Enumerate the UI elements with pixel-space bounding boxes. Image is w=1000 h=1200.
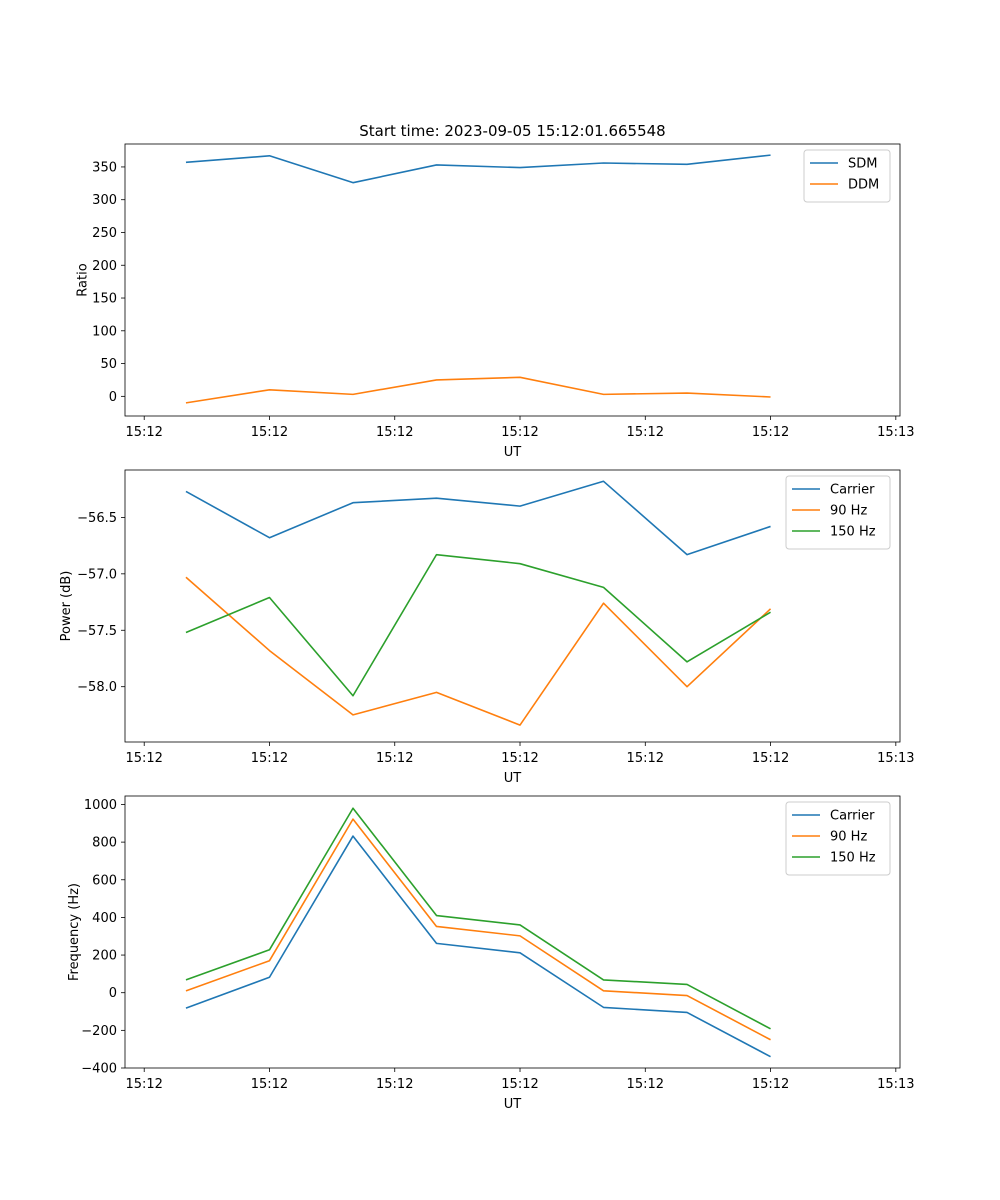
x-tick-label: 15:12 bbox=[251, 751, 288, 766]
y-tick-label: −200 bbox=[81, 1024, 117, 1039]
series-line-carrier bbox=[185, 480, 771, 556]
x-tick-label: 15:12 bbox=[501, 425, 538, 440]
x-axis-label: UT bbox=[504, 1097, 522, 1112]
x-tick-label: 15:12 bbox=[125, 1077, 162, 1092]
y-tick-label: 150 bbox=[92, 292, 117, 307]
x-tick-label: 15:12 bbox=[125, 425, 162, 440]
series-lines bbox=[185, 807, 771, 1058]
x-tick-label: 15:12 bbox=[752, 425, 789, 440]
x-tick-label: 15:12 bbox=[501, 751, 538, 766]
y-tick-label: −57.5 bbox=[77, 624, 117, 639]
legend-label-carrier: Carrier bbox=[830, 809, 875, 824]
chart-panel-1: Start time: 2023-09-05 15:12:01.665548 15… bbox=[75, 122, 914, 460]
series-line-150-hz bbox=[185, 807, 771, 1030]
x-tick-label: 15:12 bbox=[125, 751, 162, 766]
y-tick-label: 1000 bbox=[84, 798, 117, 813]
axes-frame bbox=[124, 143, 901, 417]
y-tick-label: 600 bbox=[92, 873, 117, 888]
series-line-150-hz bbox=[185, 553, 771, 697]
x-tick-label: 15:12 bbox=[627, 425, 664, 440]
y-tick-label: −56.5 bbox=[77, 511, 117, 526]
series-lines bbox=[185, 480, 772, 726]
x-tick-label: 15:12 bbox=[251, 425, 288, 440]
chart-panel-3: 15:12 15:12 15:12 15:12 15:12 15:12 15:13 UT −40… bbox=[67, 795, 915, 1112]
y-axis-label: Power (dB) bbox=[59, 571, 74, 642]
chart-panel-2: 15:12 15:12 15:12 15:12 15:12 15:12 15:13 UT −58… bbox=[59, 469, 915, 786]
x-axis-label: UT bbox=[504, 445, 522, 460]
y-tick-label: 100 bbox=[92, 324, 117, 339]
y-tick-label: 200 bbox=[92, 259, 117, 274]
x-tick-label: 15:12 bbox=[627, 1077, 664, 1092]
y-tick-label: 300 bbox=[92, 193, 117, 208]
x-tick-label: 15:12 bbox=[627, 751, 664, 766]
legend-label-carrier: Carrier bbox=[830, 483, 875, 498]
axes-frame bbox=[124, 795, 901, 1069]
x-axis: 15:12 15:12 15:12 15:12 15:12 15:12 15:13 UT bbox=[125, 416, 915, 460]
y-tick-label: 200 bbox=[92, 949, 117, 964]
x-tick-label: 15:12 bbox=[752, 1077, 789, 1092]
y-axis: −58.0 −57.5 −57.0 −56.5 Power (dB) bbox=[59, 511, 125, 695]
y-tick-label: 250 bbox=[92, 226, 117, 241]
x-tick-label: 15:13 bbox=[877, 1077, 914, 1092]
series-line-sdm bbox=[185, 154, 771, 184]
y-tick-label: −400 bbox=[81, 1062, 117, 1077]
legend-label-150-hz: 150 Hz bbox=[830, 851, 876, 866]
y-tick-label: 0 bbox=[109, 390, 117, 405]
series-line-ddm bbox=[185, 376, 771, 404]
y-axis-label: Frequency (Hz) bbox=[67, 883, 82, 981]
x-tick-label: 15:13 bbox=[877, 425, 914, 440]
x-axis: 15:12 15:12 15:12 15:12 15:12 15:12 15:13 UT bbox=[125, 1068, 915, 1112]
x-axis: 15:12 15:12 15:12 15:12 15:12 15:12 15:13 UT bbox=[125, 742, 915, 786]
y-tick-label: 350 bbox=[92, 160, 117, 175]
x-tick-label: 15:12 bbox=[251, 1077, 288, 1092]
legend-label-sdm: SDM bbox=[848, 157, 877, 172]
y-tick-label: 0 bbox=[109, 986, 117, 1001]
legend-label-150-hz: 150 Hz bbox=[830, 525, 876, 540]
series-line-90-hz bbox=[185, 576, 772, 726]
legend-label-ddm: DDM bbox=[848, 178, 879, 193]
series-lines bbox=[185, 154, 771, 404]
series-line-carrier bbox=[185, 835, 771, 1058]
x-tick-label: 15:12 bbox=[376, 751, 413, 766]
chart-title: Start time: 2023-09-05 15:12:01.665548 bbox=[359, 122, 665, 140]
legend: Carrier 90 Hz 150 Hz bbox=[785, 475, 891, 550]
x-tick-label: 15:12 bbox=[376, 1077, 413, 1092]
y-tick-label: 400 bbox=[92, 911, 117, 926]
x-tick-label: 15:13 bbox=[877, 751, 914, 766]
y-axis: −400 −200 0 200 400 600 800 1000 Frequency (Hz) bbox=[67, 798, 125, 1077]
y-tick-label: 800 bbox=[92, 836, 117, 851]
y-axis: 0 50 100 150 200 250 300 350 Ratio bbox=[75, 160, 125, 405]
axes-frame bbox=[124, 469, 901, 743]
x-axis-label: UT bbox=[504, 771, 522, 786]
legend-label-90-hz: 90 Hz bbox=[830, 830, 867, 845]
y-tick-label: −58.0 bbox=[77, 680, 117, 695]
y-tick-label: −57.0 bbox=[77, 567, 117, 582]
x-tick-label: 15:12 bbox=[501, 1077, 538, 1092]
y-axis-label: Ratio bbox=[75, 263, 90, 296]
y-tick-label: 50 bbox=[100, 357, 117, 372]
legend-label-90-hz: 90 Hz bbox=[830, 504, 867, 519]
series-line-90-hz bbox=[185, 818, 771, 1041]
x-tick-label: 15:12 bbox=[752, 751, 789, 766]
legend: Carrier 90 Hz 150 Hz bbox=[785, 801, 891, 876]
legend: SDM DDM bbox=[803, 149, 891, 203]
x-tick-label: 15:12 bbox=[376, 425, 413, 440]
